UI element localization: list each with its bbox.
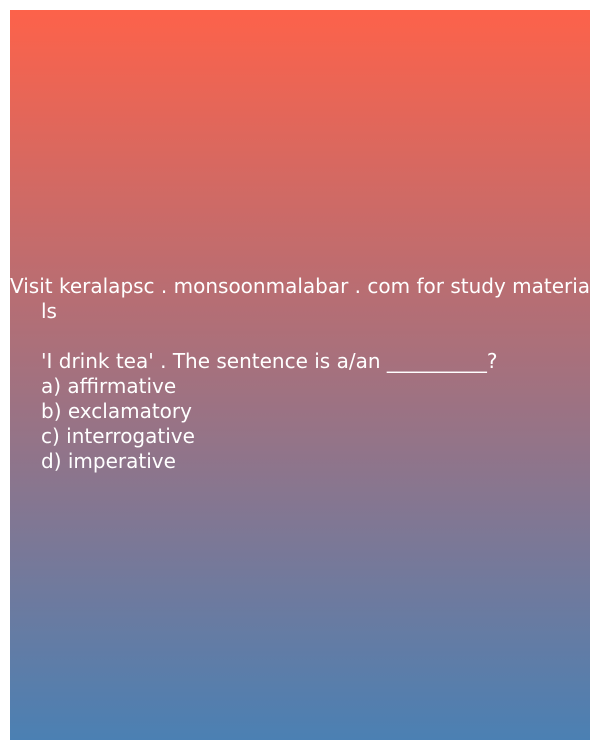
site-banner-line-1: Visit keralapsc . monsoonmalabar . com f… bbox=[10, 274, 591, 298]
option-c: c) interrogative bbox=[41, 424, 195, 448]
option-b: b) exclamatory bbox=[41, 399, 192, 423]
question-text: 'I drink tea' . The sentence is a/an ___… bbox=[41, 349, 498, 373]
site-banner-line-2: ls bbox=[41, 299, 57, 323]
option-a: a) affirmative bbox=[41, 374, 177, 398]
quiz-content: Visit keralapsc . monsoonmalabar . com f… bbox=[10, 274, 590, 474]
spacer bbox=[10, 324, 590, 349]
option-d: d) imperative bbox=[41, 449, 176, 473]
quiz-card: Visit keralapsc . monsoonmalabar . com f… bbox=[10, 10, 590, 740]
